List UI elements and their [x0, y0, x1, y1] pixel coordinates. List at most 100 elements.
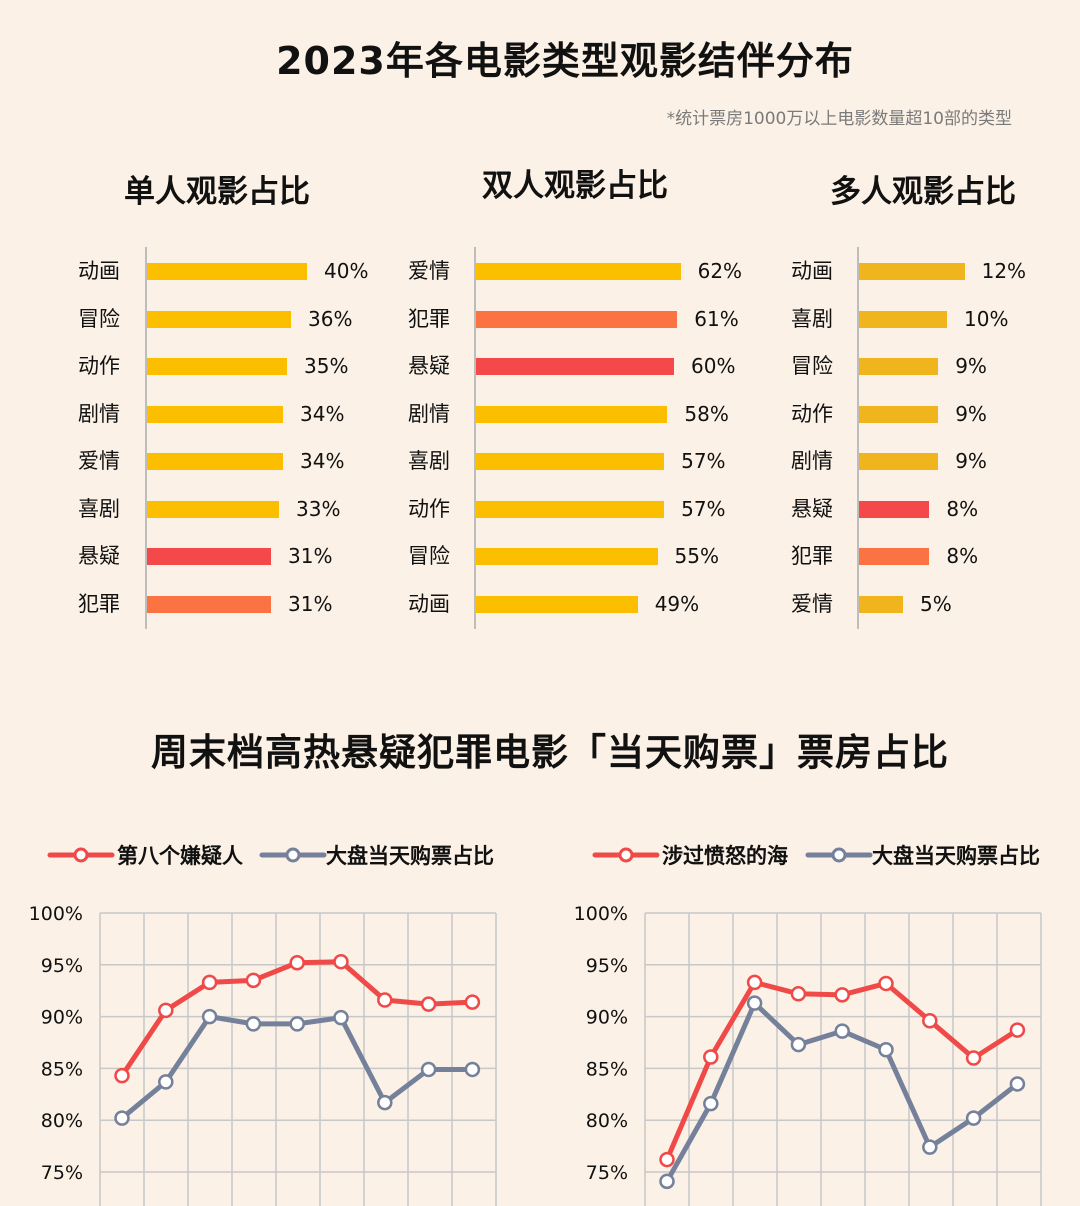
bar-mark	[147, 595, 271, 613]
bar-category-label: 犯罪	[78, 591, 120, 616]
bar-value-label: 34%	[300, 449, 345, 473]
bar-row: 动画 12%	[791, 256, 1080, 286]
bar-mark	[476, 595, 638, 613]
y-tick-label: 85%	[586, 1058, 628, 1080]
footnote: *统计票房1000万以上电影数量超10部的类型	[666, 109, 1012, 129]
series-point	[245, 972, 262, 989]
y-tick-label: 95%	[586, 955, 628, 977]
section2-title: 周末档高热悬疑犯罪电影「当天购票」票房占比	[151, 731, 949, 774]
bar-category-label: 犯罪	[791, 544, 833, 568]
series-point	[201, 1008, 218, 1025]
bar-value-label: 60%	[691, 354, 736, 378]
bar-mark	[476, 263, 681, 280]
series-point	[922, 1012, 938, 1029]
series-point	[746, 974, 763, 991]
bar-axis-line-1	[145, 247, 147, 629]
y-tick-label: 90%	[41, 1007, 83, 1029]
legend-swatch-marker	[618, 847, 634, 863]
series-point	[659, 1173, 675, 1190]
series-point	[1009, 1076, 1026, 1092]
bar-row: 喜剧 10%	[791, 304, 1080, 334]
legend-label: 大盘当天购票占比	[326, 844, 494, 868]
bar-category-label: 冒险	[408, 544, 450, 568]
bar-row: 喜剧 33%	[78, 494, 378, 524]
y-tick-label: 95%	[41, 955, 83, 977]
series-point	[790, 986, 807, 1002]
bar-row: 动作 9%	[791, 399, 1080, 429]
bar-value-label: 55%	[674, 544, 719, 568]
bar-row: 悬疑 60%	[408, 351, 735, 381]
series-line	[664, 979, 1020, 1163]
bar-value-label: 49%	[654, 591, 700, 616]
bar-category-label: 犯罪	[408, 306, 450, 331]
series-point	[834, 1023, 850, 1039]
bar-row: 犯罪 31%	[78, 589, 378, 619]
bar-row: 犯罪 8%	[791, 541, 1080, 571]
y-tick-label: 75%	[41, 1162, 83, 1184]
legend-swatch-marker	[285, 847, 301, 863]
series-point	[878, 975, 894, 992]
bar-mark	[147, 500, 279, 518]
bar-category-label: 动画	[78, 259, 120, 283]
bar-value-label: 34%	[300, 401, 345, 426]
bar-panel-title-3: 多人观影占比	[830, 174, 1016, 210]
series-line	[119, 1014, 475, 1121]
series-point	[377, 992, 393, 1008]
bar-axis-line-2	[474, 247, 476, 629]
bar-row: 动画 40%	[78, 256, 378, 286]
bar-mark	[859, 595, 903, 613]
bar-value-label: 33%	[296, 496, 341, 521]
bar-mark	[859, 405, 939, 423]
series-point	[703, 1049, 719, 1065]
main-title: 2023年各电影类型观影结伴分布	[276, 39, 854, 83]
y-tick-label: 85%	[41, 1058, 83, 1080]
bar-category-label: 动作	[791, 401, 833, 426]
bar-mark	[859, 500, 930, 518]
bar-mark	[147, 310, 291, 328]
series-point	[834, 987, 850, 1003]
bar-category-label: 动画	[791, 259, 833, 283]
bar-value-label: 58%	[684, 401, 729, 426]
bar-category-label: 喜剧	[408, 449, 450, 473]
bar-category-label: 爱情	[78, 449, 120, 473]
line-chart-right: 100% 95% 90% 85% 80% 75% 涉过愤怒的海 大盘当天购票占比	[545, 836, 1080, 1206]
series-point	[245, 1016, 262, 1032]
bar-value-label: 62%	[697, 259, 743, 283]
legend-swatch-marker	[831, 847, 847, 863]
bar-panel-title-2: 双人观影占比	[482, 168, 668, 204]
bar-row: 爱情 62%	[408, 256, 742, 286]
series-point	[878, 1042, 894, 1058]
bar-mark	[859, 358, 939, 375]
bar-row: 剧情 58%	[408, 399, 729, 429]
series-point	[420, 996, 437, 1012]
legend-swatch-marker	[73, 847, 89, 863]
bar-value-label: 5%	[920, 591, 952, 616]
bar-axis-line-3	[857, 247, 859, 629]
series-point	[158, 1002, 174, 1019]
bar-category-label: 冒险	[78, 306, 120, 331]
bar-category-label: 动作	[78, 354, 120, 378]
legend-label: 第八个嫌疑人	[117, 844, 243, 868]
bar-mark	[147, 405, 283, 423]
series-point	[659, 1151, 675, 1168]
bar-row: 冒险 36%	[78, 304, 378, 334]
bar-mark	[476, 358, 674, 375]
bar-category-label: 剧情	[78, 401, 120, 426]
bar-category-label: 喜剧	[791, 306, 833, 331]
y-tick-label: 90%	[586, 1007, 628, 1029]
bar-category-label: 悬疑	[78, 544, 120, 568]
bar-mark	[859, 548, 930, 565]
bar-row: 冒险 55%	[408, 541, 719, 571]
bar-category-label: 爱情	[408, 259, 450, 283]
bar-value-label: 12%	[981, 259, 1027, 283]
bar-row: 动画 49%	[408, 589, 708, 619]
bar-value-label: 9%	[955, 401, 987, 426]
bar-category-label: 剧情	[408, 401, 450, 426]
y-tick-label: 75%	[586, 1162, 628, 1184]
series-point	[965, 1110, 982, 1126]
series-point	[114, 1067, 130, 1084]
series-point	[333, 1009, 349, 1026]
bar-category-label: 喜剧	[78, 496, 120, 521]
bar-category-label: 悬疑	[408, 354, 450, 378]
series-point	[158, 1074, 174, 1090]
